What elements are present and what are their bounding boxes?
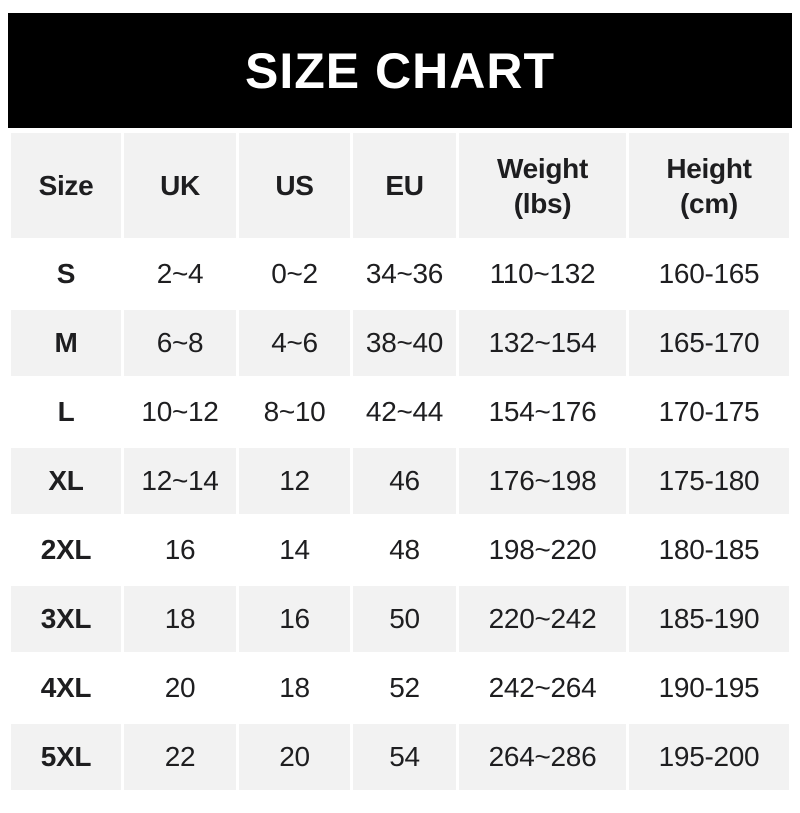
cell-height: 190-195 — [629, 655, 789, 721]
cell-uk: 12~14 — [124, 448, 236, 514]
cell-uk: 10~12 — [124, 379, 236, 445]
table-row-4xl: 4XL 20 18 52 242~264 190-195 — [11, 655, 789, 721]
cell-eu: 42~44 — [353, 379, 456, 445]
cell-weight: 176~198 — [459, 448, 626, 514]
cell-us: 4~6 — [239, 310, 350, 376]
cell-height: 165-170 — [629, 310, 789, 376]
column-header-label: Size — [38, 170, 94, 201]
page-title: SIZE CHART — [245, 42, 555, 99]
table-row-5xl: 5XL 22 20 54 264~286 195-200 — [11, 724, 789, 790]
column-header-eu: EU — [353, 133, 456, 238]
size-chart-page: SIZE CHART Size UK US EU W — [0, 13, 800, 813]
table-row-s: S 2~4 0~2 34~36 110~132 160-165 — [11, 241, 789, 307]
cell-size: L — [11, 379, 121, 445]
cell-uk: 2~4 — [124, 241, 236, 307]
cell-height: 175-180 — [629, 448, 789, 514]
cell-size: 3XL — [11, 586, 121, 652]
cell-size: S — [11, 241, 121, 307]
size-chart-banner: SIZE CHART — [8, 13, 792, 128]
header-row: Size UK US EU Weight (lbs) Height (cm) — [11, 133, 789, 238]
cell-eu: 50 — [353, 586, 456, 652]
column-header-label: Weight — [496, 152, 588, 184]
cell-us: 16 — [239, 586, 350, 652]
column-header-label: Height — [666, 152, 752, 184]
cell-weight: 154~176 — [459, 379, 626, 445]
cell-size: 2XL — [11, 517, 121, 583]
cell-size: XL — [11, 448, 121, 514]
cell-uk: 18 — [124, 586, 236, 652]
cell-weight: 110~132 — [459, 241, 626, 307]
cell-uk: 22 — [124, 724, 236, 790]
cell-weight: 220~242 — [459, 586, 626, 652]
column-header-sublabel: (lbs) — [513, 187, 572, 219]
column-header-size: Size — [11, 133, 121, 238]
cell-us: 18 — [239, 655, 350, 721]
cell-eu: 52 — [353, 655, 456, 721]
cell-size: 4XL — [11, 655, 121, 721]
table-row-l: L 10~12 8~10 42~44 154~176 170-175 — [11, 379, 789, 445]
cell-us: 12 — [239, 448, 350, 514]
cell-weight: 242~264 — [459, 655, 626, 721]
table-row-xl: XL 12~14 12 46 176~198 175-180 — [11, 448, 789, 514]
cell-weight: 264~286 — [459, 724, 626, 790]
cell-eu: 38~40 — [353, 310, 456, 376]
table-row-3xl: 3XL 18 16 50 220~242 185-190 — [11, 586, 789, 652]
cell-eu: 34~36 — [353, 241, 456, 307]
cell-eu: 48 — [353, 517, 456, 583]
cell-size: 5XL — [11, 724, 121, 790]
cell-weight: 198~220 — [459, 517, 626, 583]
cell-size: M — [11, 310, 121, 376]
column-header-uk: UK — [124, 133, 236, 238]
cell-uk: 16 — [124, 517, 236, 583]
cell-height: 195-200 — [629, 724, 789, 790]
cell-height: 180-185 — [629, 517, 789, 583]
table-row-2xl: 2XL 16 14 48 198~220 180-185 — [11, 517, 789, 583]
column-header-label: US — [275, 170, 314, 201]
cell-height: 185-190 — [629, 586, 789, 652]
cell-weight: 132~154 — [459, 310, 626, 376]
cell-eu: 46 — [353, 448, 456, 514]
cell-height: 170-175 — [629, 379, 789, 445]
column-header-sublabel: (cm) — [680, 187, 738, 219]
cell-height: 160-165 — [629, 241, 789, 307]
cell-us: 20 — [239, 724, 350, 790]
size-chart-table: Size UK US EU Weight (lbs) Height (cm) — [8, 130, 792, 793]
cell-uk: 6~8 — [124, 310, 236, 376]
table-row-m: M 6~8 4~6 38~40 132~154 165-170 — [11, 310, 789, 376]
column-header-weight: Weight (lbs) — [459, 133, 626, 238]
cell-us: 14 — [239, 517, 350, 583]
column-header-us: US — [239, 133, 350, 238]
cell-uk: 20 — [124, 655, 236, 721]
column-header-label: UK — [160, 170, 200, 201]
cell-us: 0~2 — [239, 241, 350, 307]
cell-us: 8~10 — [239, 379, 350, 445]
column-header-label: EU — [385, 170, 424, 201]
column-header-height: Height (cm) — [629, 133, 789, 238]
cell-eu: 54 — [353, 724, 456, 790]
